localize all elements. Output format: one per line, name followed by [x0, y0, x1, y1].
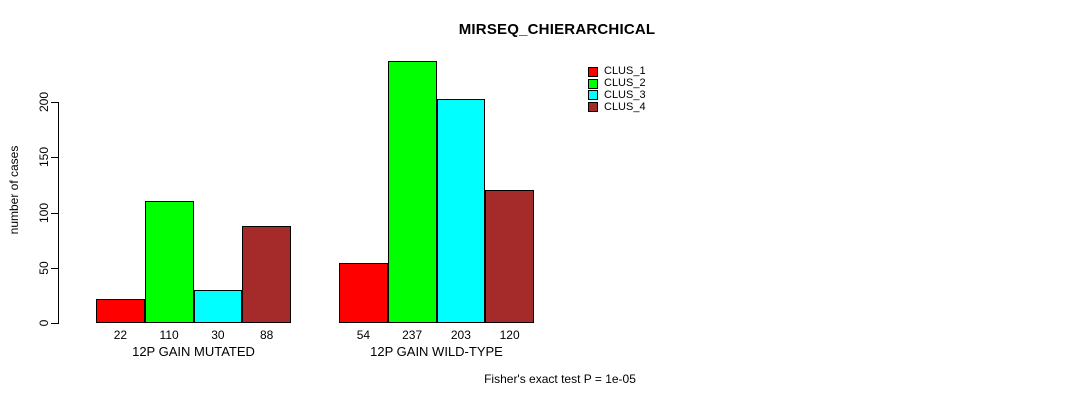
- y-tick-mark: [51, 212, 58, 214]
- bar-clus_4-group1: [242, 225, 291, 323]
- legend-swatch-icon: [588, 66, 598, 77]
- legend-label: CLUS_3: [604, 88, 646, 101]
- bar-value-label: 22: [113, 328, 128, 342]
- legend-label: CLUS_2: [604, 77, 646, 90]
- chart-title: MIRSEQ_CHIERARCHICAL: [458, 21, 656, 38]
- legend-row: CLUS_3: [588, 88, 646, 102]
- legend-label: CLUS_4: [604, 100, 646, 113]
- legend-row: CLUS_1: [588, 66, 646, 78]
- legend-swatch-icon: [588, 102, 598, 113]
- bar-value-label: 110: [159, 328, 179, 342]
- y-tick-label: 100: [37, 202, 51, 223]
- legend-swatch-icon: [588, 78, 598, 89]
- legend-row: CLUS_4: [588, 101, 646, 113]
- y-axis-line: [58, 102, 59, 324]
- fisher-test-annotation: Fisher's exact test P = 1e-05: [484, 372, 636, 386]
- legend-label: CLUS_1: [604, 65, 646, 78]
- bar-value-label: 54: [356, 328, 371, 342]
- y-axis-label: number of cases: [7, 145, 21, 235]
- y-tick-mark: [51, 102, 58, 103]
- bar-clus_3-group1: [193, 289, 243, 323]
- legend-row: CLUS_2: [588, 78, 646, 90]
- bar-clus_3-group2: [436, 98, 486, 323]
- y-tick-mark: [51, 157, 58, 159]
- bar-value-label: 88: [259, 328, 274, 342]
- bar-value-label: 203: [450, 328, 471, 342]
- y-tick-label: 150: [37, 147, 51, 168]
- y-tick-label: 200: [37, 91, 51, 113]
- y-tick-label: 0: [37, 319, 51, 327]
- legend-swatch-icon: [588, 90, 598, 101]
- bar-clus_2-group1: [144, 201, 194, 323]
- y-tick-label: 50: [37, 261, 51, 275]
- bar-value-label: 30: [211, 328, 225, 342]
- group-label: 12P GAIN WILD-TYPE: [370, 344, 503, 359]
- y-tick-mark: [51, 267, 58, 269]
- bar-value-label: 237: [402, 328, 423, 342]
- bar-value-label: 120: [499, 328, 520, 342]
- bar-clus_1-group1: [96, 298, 145, 323]
- bar-clus_1-group2: [339, 263, 388, 323]
- group-label: 12P GAIN MUTATED: [132, 344, 255, 359]
- bar-clus_2-group2: [387, 61, 437, 323]
- y-tick-mark: [51, 323, 58, 324]
- bar-clus_4-group2: [485, 190, 534, 323]
- legend: CLUS_1 CLUS_2 CLUS_3 CLUS_4: [588, 66, 646, 113]
